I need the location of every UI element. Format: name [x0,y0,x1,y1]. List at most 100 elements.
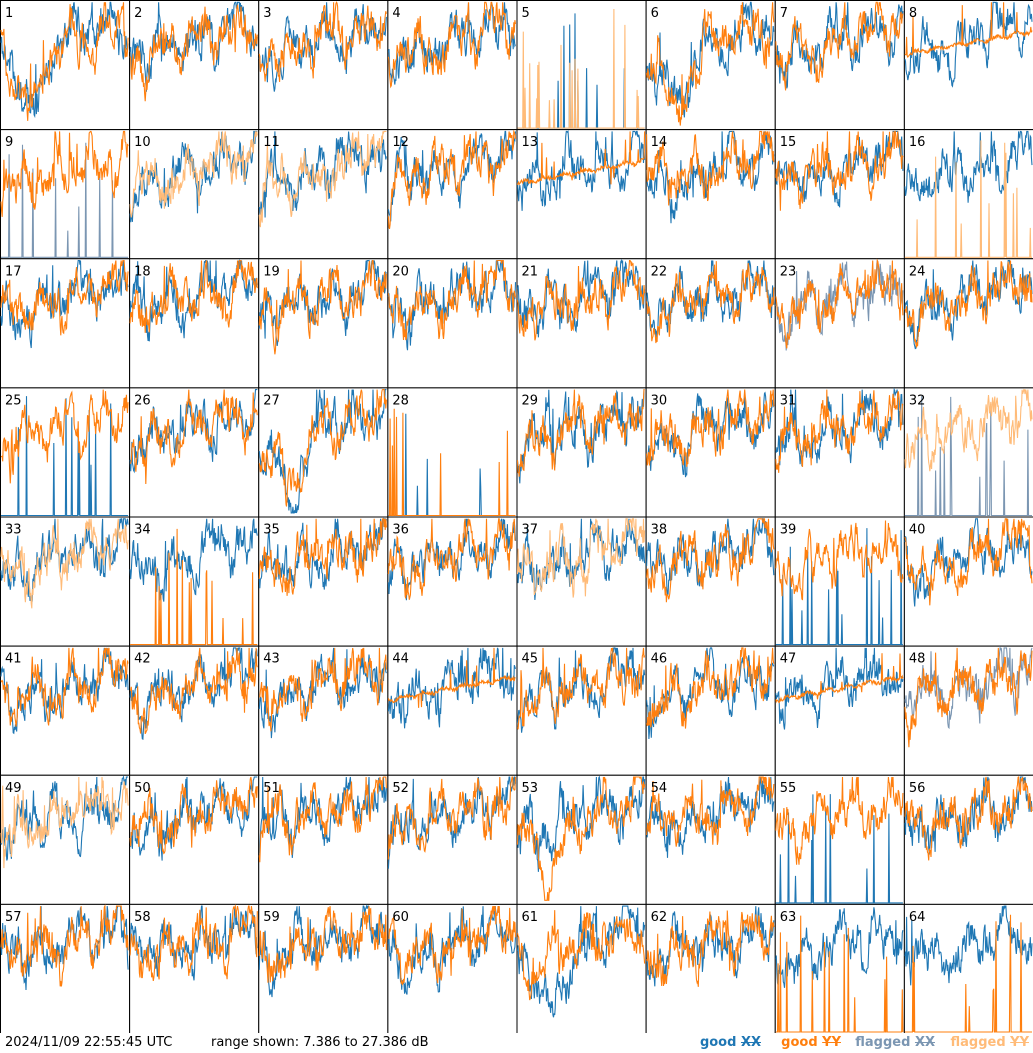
series-yy-line [129,903,258,981]
series-xx-line [646,776,775,858]
series-xx-line [387,260,517,351]
series-xx-line [129,1,258,92]
panel-label: 57 [5,910,22,925]
series-yy-line [0,2,129,121]
panel-label: 4 [392,6,400,21]
panel-57: 57 [0,903,131,1033]
series-yy-line [0,904,129,987]
series-xx-line [516,130,646,211]
panel-frame [903,0,1033,131]
series-yy-line [0,259,129,336]
series-yy-line [129,4,258,102]
panel-frame [258,129,389,260]
series-yy-line [0,130,129,217]
panel-50: 50 [129,774,260,905]
panel-label: 6 [651,6,659,21]
series-xx-line [775,528,903,646]
panel-label: 10 [134,135,151,150]
series-xx-line [904,130,1033,203]
panel-13: 13 [516,129,647,260]
panel-label: 27 [263,393,280,408]
series-yy-line [775,653,904,704]
panel-39: 39 [774,516,905,647]
panel-label: 46 [651,652,668,667]
legend-flagged-yy: flagged YY [950,1035,1029,1050]
series-yy-line [258,130,387,228]
panel-label: 59 [263,910,280,925]
panel-label: 2 [134,6,142,21]
panel-41: 41 [0,645,131,776]
series-yy-line [516,776,646,901]
panel-label: 1 [5,6,13,21]
series-xx-line [258,647,387,739]
panel-label: 19 [263,264,280,279]
series-yy-line [258,1,387,82]
series-yy-line [775,776,904,865]
panel-label: 31 [780,393,797,408]
panel-label: 21 [522,264,539,279]
series-yy-line [646,776,775,847]
panel-label: 43 [263,652,280,667]
panel-label: 53 [522,781,539,796]
panel-56: 56 [903,774,1033,905]
panel-label: 14 [651,135,668,150]
series-yy-line [387,776,517,860]
panel-label: 41 [5,652,22,667]
series-yy-line [516,389,645,477]
panel-label: 5 [522,6,530,21]
series-yy-line [646,389,775,467]
series-yy-line [516,259,646,341]
panel-label: 16 [909,135,926,150]
series-yy-line [130,528,258,646]
panel-label: 63 [780,910,797,925]
panel-frame [129,774,260,905]
panel-22: 22 [645,258,776,389]
series-yy-line [258,518,387,596]
panel-17: 17 [0,258,131,389]
series-xx-line [129,905,258,981]
series-yy-line [129,131,258,218]
panel-21: 21 [516,258,647,389]
series-yy-line [775,130,904,211]
panel-2: 2 [129,0,260,131]
panel-54: 54 [645,774,776,905]
panel-label: 48 [909,652,926,667]
panel-25: 25 [0,387,131,518]
series-yy-line [0,518,129,609]
panel-16: 16 [903,129,1033,260]
series-yy-line [646,910,775,987]
series-yy-line [387,647,516,708]
series-yy-line [646,261,775,344]
panel-42: 42 [129,645,260,776]
panel-33: 33 [0,516,131,647]
panel-3: 3 [258,0,389,131]
panel-15: 15 [774,129,905,260]
panel-12: 12 [387,129,518,260]
series-yy-line [387,518,516,600]
series-yy-line [387,1,517,89]
series-xx-line [258,259,387,346]
panel-58: 58 [129,903,260,1033]
panel-label: 29 [522,393,539,408]
panel-label: 60 [392,910,409,925]
series-yy-line [775,915,904,1033]
series-xx-line [258,389,387,514]
series-yy-line [646,130,775,206]
series-yy-line [0,776,129,869]
series-yy-line [516,647,646,730]
panel-label: 38 [651,523,668,538]
panel-63: 63 [774,903,905,1033]
series-yy-line [646,647,775,729]
panel-43: 43 [258,645,389,776]
panel-frame [387,129,518,260]
panel-frame [0,129,131,260]
series-yy-line [387,259,517,341]
series-yy-line [259,647,387,732]
panel-32: 32 [903,387,1033,518]
series-yy-line [258,389,387,507]
panel-35: 35 [258,516,389,647]
panel-label: 8 [909,6,917,21]
panel-36: 36 [387,516,518,647]
series-xx-line [129,518,258,602]
series-yy-line [646,518,775,603]
